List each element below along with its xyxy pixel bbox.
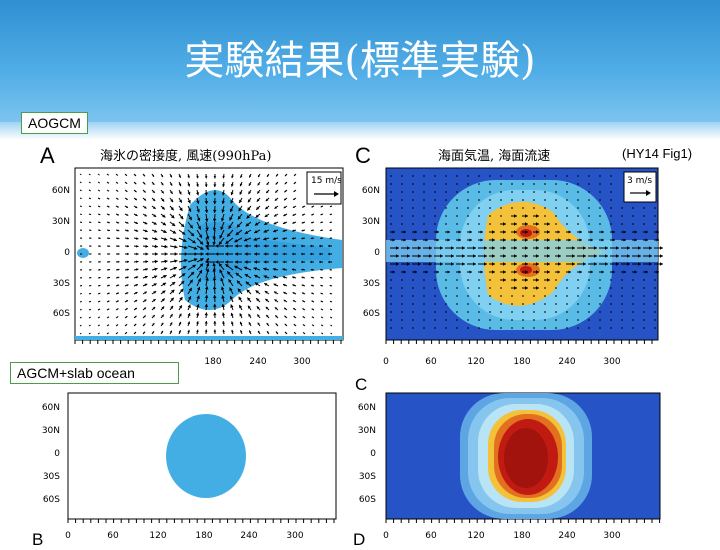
lat-tick-b: 60S <box>43 495 60 505</box>
lon-tick-a: 180 <box>204 357 221 367</box>
lon-tick-a: 300 <box>293 357 310 367</box>
lat-tick-c: 30S <box>363 279 380 289</box>
lon-tick-c: 120 <box>467 357 484 367</box>
lat-tick-b: 30N <box>42 426 60 436</box>
lat-tick-c: 60N <box>362 186 380 196</box>
lat-tick-d: 30N <box>358 426 376 436</box>
lon-tick-c: 300 <box>603 357 620 367</box>
lon-tick-c: 0 <box>383 357 389 367</box>
lat-tick-a: 30N <box>52 217 70 227</box>
lon-tick-c: 60 <box>425 357 436 367</box>
lon-tick-c: 180 <box>513 357 530 367</box>
lat-tick-a: 60S <box>53 309 70 319</box>
lat-tick-a: 30S <box>53 279 70 289</box>
lat-tick-d: 60N <box>358 403 376 413</box>
lat-tick-a: 0 <box>64 248 70 258</box>
lat-tick-b: 0 <box>54 449 60 459</box>
lat-tick-d: 30S <box>359 472 376 482</box>
lat-tick-b: 60N <box>42 403 60 413</box>
lat-tick-c: 60S <box>363 309 380 319</box>
lat-tick-b: 30S <box>43 472 60 482</box>
lat-tick-c: 30N <box>362 217 380 227</box>
lon-tick-a: 240 <box>249 357 266 367</box>
lat-tick-d: 0 <box>370 449 376 459</box>
lat-tick-a: 60N <box>52 186 70 196</box>
lon-tick-c: 240 <box>558 357 575 367</box>
lat-tick-c: 0 <box>374 248 380 258</box>
lat-tick-d: 60S <box>359 495 376 505</box>
